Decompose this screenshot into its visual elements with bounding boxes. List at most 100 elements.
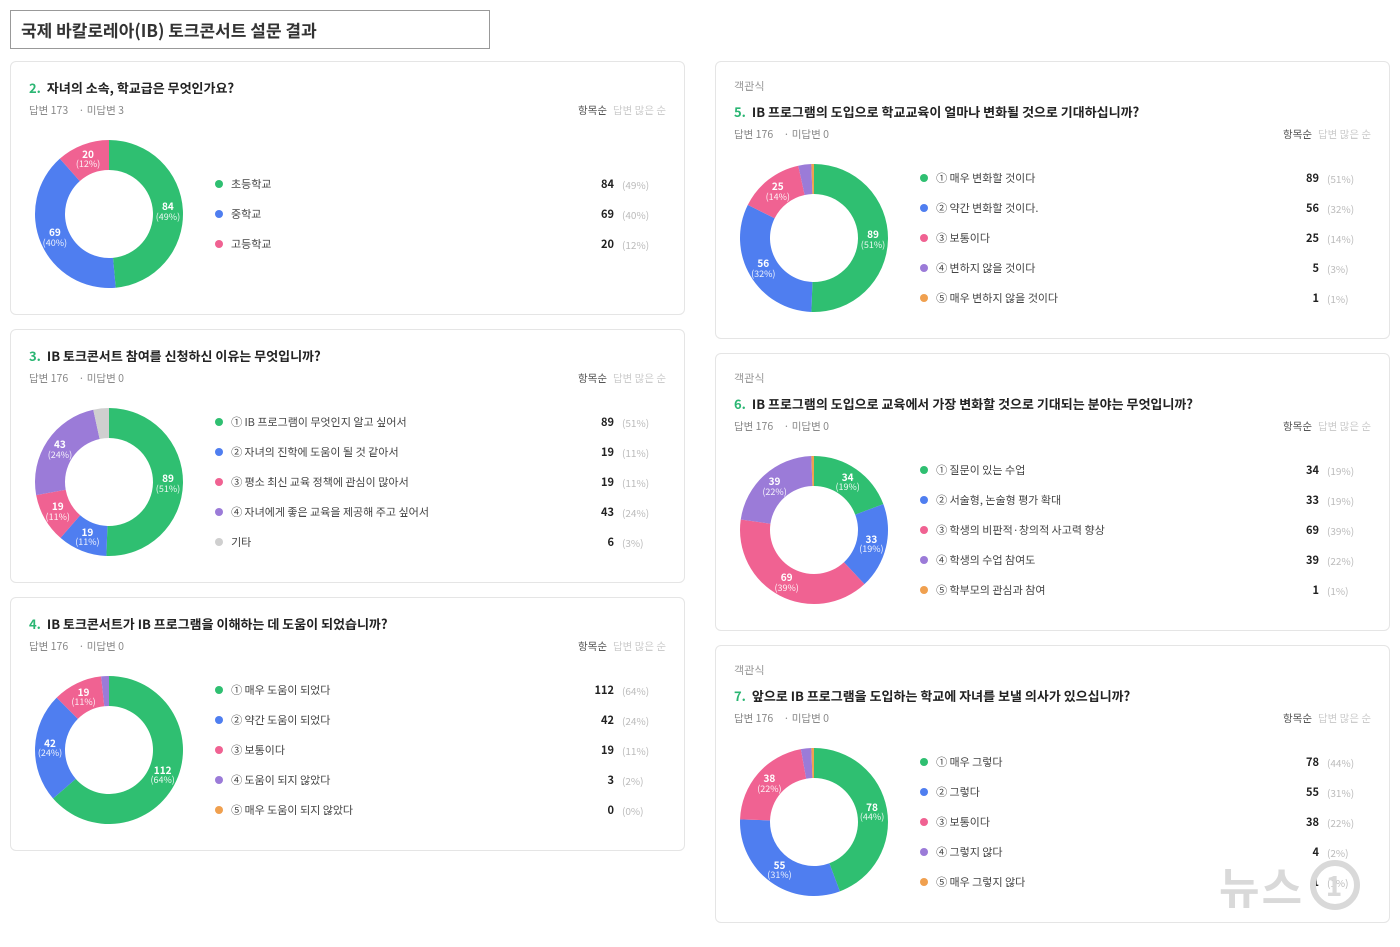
legend-dot-icon bbox=[920, 294, 928, 302]
legend-pct: (49%) bbox=[622, 177, 666, 192]
legend-pct: (64%) bbox=[622, 683, 666, 698]
legend-count: 4 bbox=[1285, 844, 1319, 860]
question-text: IB 프로그램의 도입으로 교육에서 가장 변화할 것으로 기대되는 분야는 무… bbox=[752, 394, 1193, 413]
legend-label: ① 질문이 있는 수업 bbox=[936, 462, 1277, 478]
legend-dot-icon bbox=[920, 878, 928, 886]
legend-label: ③ 보통이다 bbox=[936, 230, 1277, 246]
legend-dot-icon bbox=[920, 174, 928, 182]
response-meta: 답변 176 · 미답변 0 bbox=[734, 711, 837, 726]
legend-label: ③ 평소 최신 교육 정책에 관심이 많아서 bbox=[231, 474, 572, 490]
legend-pct: (0%) bbox=[622, 803, 666, 818]
legend-count: 55 bbox=[1285, 784, 1319, 800]
legend-count: 6 bbox=[580, 534, 614, 550]
legend-label: ① 매우 변화할 것이다 bbox=[936, 170, 1277, 186]
legend-row: ④ 도움이 되지 않았다 3 (2%) bbox=[215, 772, 666, 788]
legend-label: ⑤ 매우 도움이 되지 않았다 bbox=[231, 802, 572, 818]
legend-row: ④ 변하지 않을 것이다 5 (3%) bbox=[920, 260, 1371, 276]
legend-count: 42 bbox=[580, 712, 614, 728]
legend-row: ① 매우 도움이 되었다 112 (64%) bbox=[215, 682, 666, 698]
donut-slice bbox=[109, 140, 183, 288]
legend-pct: (1%) bbox=[1327, 875, 1371, 890]
legend-row: ⑤ 매우 도움이 되지 않았다 0 (0%) bbox=[215, 802, 666, 818]
legend-label: ① 매우 그렇다 bbox=[936, 754, 1277, 770]
legend-label: ⑤ 매우 그렇지 않다 bbox=[936, 874, 1277, 890]
legend-dot-icon bbox=[920, 556, 928, 564]
legend-pct: (24%) bbox=[622, 713, 666, 728]
category-tag: 객관식 bbox=[734, 662, 1371, 678]
legend-count: 1 bbox=[1285, 582, 1319, 598]
columns: 2. 자녀의 소속, 학교급은 무엇인가요? 답변 173 · 미답변 3 항목… bbox=[10, 61, 1390, 937]
sort-toggle[interactable]: 항목순답변 많은 순 bbox=[1283, 711, 1371, 726]
legend-row: ④ 학생의 수업 참여도 39 (22%) bbox=[920, 552, 1371, 568]
legend-pct: (11%) bbox=[622, 475, 666, 490]
left-column: 2. 자녀의 소속, 학교급은 무엇인가요? 답변 173 · 미답변 3 항목… bbox=[10, 61, 685, 937]
question-number: 4. bbox=[29, 614, 41, 633]
legend-row: ③ 보통이다 38 (22%) bbox=[920, 814, 1371, 830]
legend-pct: (3%) bbox=[1327, 261, 1371, 276]
legend-dot-icon bbox=[920, 204, 928, 212]
question-text: 자녀의 소속, 학교급은 무엇인가요? bbox=[47, 78, 234, 97]
question-card: 객관식5. IB 프로그램의 도입으로 학교교육이 얼마나 변화될 것으로 기대… bbox=[715, 61, 1390, 339]
legend-count: 38 bbox=[1285, 814, 1319, 830]
sort-toggle[interactable]: 항목순답변 많은 순 bbox=[1283, 127, 1371, 142]
legend-row: 초등학교 84 (49%) bbox=[215, 176, 666, 192]
donut-slice bbox=[814, 456, 883, 515]
legend-count: 19 bbox=[580, 742, 614, 758]
question-text: 앞으로 IB 프로그램을 도입하는 학교에 자녀를 보낼 의사가 있으십니까? bbox=[752, 686, 1130, 705]
question-card: 2. 자녀의 소속, 학교급은 무엇인가요? 답변 173 · 미답변 3 항목… bbox=[10, 61, 685, 315]
legend-label: ④ 자녀에게 좋은 교육을 제공해 주고 싶어서 bbox=[231, 504, 572, 520]
legend-count: 3 bbox=[580, 772, 614, 788]
legend-dot-icon bbox=[215, 746, 223, 754]
legend-label: ③ 학생의 비판적·창의적 사고력 향상 bbox=[936, 522, 1277, 538]
legend-count: 1 bbox=[1285, 874, 1319, 890]
donut-chart: 78(44%)55(31%)38(22%) bbox=[734, 742, 894, 902]
legend-pct: (24%) bbox=[622, 505, 666, 520]
right-column: 객관식5. IB 프로그램의 도입으로 학교교육이 얼마나 변화될 것으로 기대… bbox=[715, 61, 1390, 937]
response-meta: 답변 176 · 미답변 0 bbox=[29, 639, 132, 654]
sort-toggle[interactable]: 항목순답변 많은 순 bbox=[578, 639, 666, 654]
legend-row: ⑤ 학부모의 관심과 참여 1 (1%) bbox=[920, 582, 1371, 598]
legend-count: 20 bbox=[580, 236, 614, 252]
legend-label: ② 자녀의 진학에 도움이 될 것 같아서 bbox=[231, 444, 572, 460]
response-meta: 답변 176 · 미답변 0 bbox=[734, 419, 837, 434]
legend-count: 69 bbox=[1285, 522, 1319, 538]
question-text: IB 토크콘서트가 IB 프로그램을 이해하는 데 도움이 되었습니까? bbox=[47, 614, 388, 633]
sort-toggle[interactable]: 항목순답변 많은 순 bbox=[578, 371, 666, 386]
legend-pct: (3%) bbox=[622, 535, 666, 550]
legend-label: 중학교 bbox=[231, 206, 572, 222]
legend-dot-icon bbox=[920, 788, 928, 796]
sort-toggle[interactable]: 항목순답변 많은 순 bbox=[1283, 419, 1371, 434]
legend-label: ① 매우 도움이 되었다 bbox=[231, 682, 572, 698]
donut-slice bbox=[35, 159, 116, 288]
donut-slice bbox=[740, 819, 840, 896]
legend-pct: (51%) bbox=[1327, 171, 1371, 186]
legend: ① 매우 도움이 되었다 112 (64%) ② 약간 도움이 되었다 42 (… bbox=[215, 682, 666, 818]
legend-count: 1 bbox=[1285, 290, 1319, 306]
legend-dot-icon bbox=[920, 526, 928, 534]
donut-slice bbox=[740, 205, 812, 312]
donut-slice bbox=[106, 408, 183, 556]
legend-pct: (51%) bbox=[622, 415, 666, 430]
legend-dot-icon bbox=[215, 448, 223, 456]
legend-row: ② 약간 도움이 되었다 42 (24%) bbox=[215, 712, 666, 728]
question-text: IB 토크콘서트 참여를 신청하신 이유는 무엇입니까? bbox=[47, 346, 321, 365]
legend-dot-icon bbox=[215, 776, 223, 784]
legend-row: ① 매우 그렇다 78 (44%) bbox=[920, 754, 1371, 770]
legend-row: ① 매우 변화할 것이다 89 (51%) bbox=[920, 170, 1371, 186]
legend-row: ③ 학생의 비판적·창의적 사고력 향상 69 (39%) bbox=[920, 522, 1371, 538]
legend-pct: (14%) bbox=[1327, 231, 1371, 246]
legend-pct: (32%) bbox=[1327, 201, 1371, 216]
legend-pct: (19%) bbox=[1327, 463, 1371, 478]
legend-count: 19 bbox=[580, 474, 614, 490]
legend-dot-icon bbox=[920, 466, 928, 474]
legend-count: 89 bbox=[1285, 170, 1319, 186]
legend-row: 고등학교 20 (12%) bbox=[215, 236, 666, 252]
category-tag: 객관식 bbox=[734, 370, 1371, 386]
legend-count: 56 bbox=[1285, 200, 1319, 216]
sort-toggle[interactable]: 항목순답변 많은 순 bbox=[578, 103, 666, 118]
question-text: IB 프로그램의 도입으로 학교교육이 얼마나 변화될 것으로 기대하십니까? bbox=[752, 102, 1139, 121]
legend-row: ⑤ 매우 그렇지 않다 1 (1%) bbox=[920, 874, 1371, 890]
legend-pct: (22%) bbox=[1327, 553, 1371, 568]
legend-dot-icon bbox=[215, 180, 223, 188]
question-card: 3. IB 토크콘서트 참여를 신청하신 이유는 무엇입니까? 답변 176 ·… bbox=[10, 329, 685, 583]
